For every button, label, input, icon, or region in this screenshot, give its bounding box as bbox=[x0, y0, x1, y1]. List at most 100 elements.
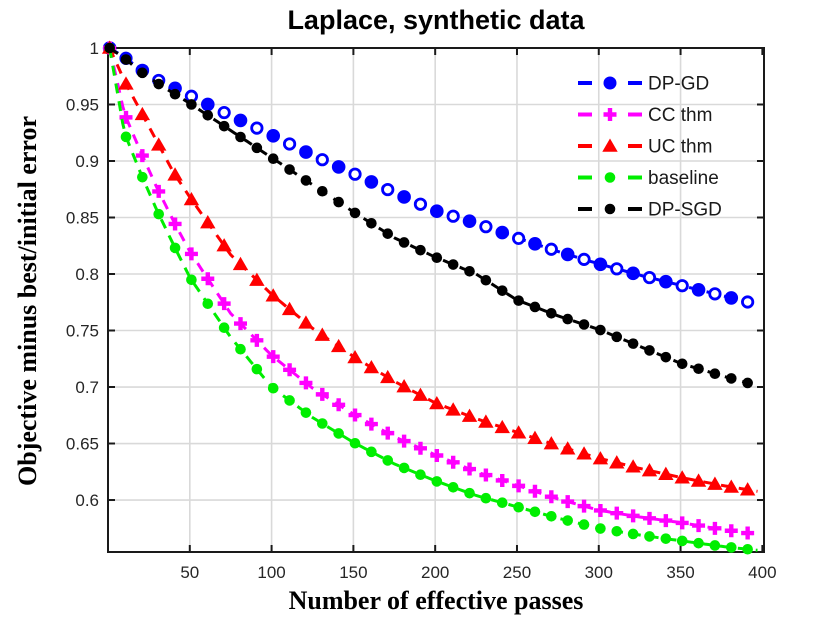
marker-circle bbox=[659, 274, 673, 289]
marker-dot bbox=[627, 528, 639, 540]
marker-circle bbox=[397, 190, 411, 204]
marker-circle-open bbox=[446, 209, 460, 223]
marker-dot bbox=[202, 110, 214, 121]
marker-dot bbox=[431, 252, 443, 264]
marker-circle-open bbox=[642, 270, 657, 285]
marker-dot bbox=[611, 525, 623, 537]
legend-label: CC thm bbox=[648, 105, 712, 126]
marker-triangle bbox=[461, 408, 478, 422]
marker-triangle bbox=[265, 288, 281, 302]
marker-dot bbox=[415, 469, 426, 481]
x-tick-label: 350 bbox=[666, 563, 694, 582]
marker-plus bbox=[741, 526, 755, 540]
marker-triangle bbox=[298, 315, 314, 329]
marker-dot bbox=[604, 203, 616, 215]
marker-dot bbox=[251, 363, 263, 375]
marker-plus bbox=[152, 184, 166, 198]
marker-dot bbox=[595, 523, 606, 534]
marker-plus bbox=[626, 509, 640, 523]
marker-dot bbox=[529, 301, 541, 313]
marker-dot bbox=[251, 142, 263, 154]
marker-triangle bbox=[543, 436, 560, 450]
marker-dot bbox=[366, 446, 377, 458]
marker-circle bbox=[430, 204, 444, 219]
marker-plus bbox=[217, 297, 231, 311]
marker-plus bbox=[332, 398, 346, 412]
marker-dot bbox=[709, 540, 721, 551]
marker-dot bbox=[169, 242, 181, 254]
marker-circle bbox=[691, 282, 706, 297]
marker-triangle bbox=[658, 466, 674, 480]
marker-triangle bbox=[690, 473, 707, 487]
marker-dot bbox=[562, 515, 573, 526]
marker-triangle bbox=[396, 379, 412, 393]
marker-plus bbox=[528, 484, 542, 498]
marker-dot bbox=[398, 462, 410, 474]
marker-plus bbox=[708, 521, 722, 535]
marker-dot bbox=[513, 501, 524, 513]
marker-dot bbox=[604, 172, 616, 183]
marker-circle-open bbox=[282, 137, 297, 151]
marker-circle bbox=[266, 129, 281, 143]
marker-circle bbox=[462, 214, 477, 228]
marker-dot bbox=[660, 533, 672, 544]
y-tick-label: 1 bbox=[90, 39, 99, 58]
marker-plus bbox=[692, 519, 706, 533]
marker-dot bbox=[496, 285, 508, 296]
x-tick-label: 250 bbox=[503, 563, 531, 582]
marker-dot bbox=[725, 373, 737, 384]
marker-plus bbox=[299, 376, 313, 390]
marker-dot bbox=[742, 543, 753, 555]
marker-dot bbox=[693, 537, 704, 549]
x-tick-label: 300 bbox=[585, 563, 613, 582]
marker-dot bbox=[218, 120, 230, 132]
marker-triangle bbox=[363, 359, 380, 374]
marker-dot bbox=[709, 368, 721, 380]
marker-plus bbox=[168, 217, 182, 231]
marker-plus bbox=[119, 110, 133, 124]
marker-plus bbox=[512, 479, 526, 493]
marker-dot bbox=[660, 351, 672, 363]
marker-triangle bbox=[134, 106, 151, 121]
legend-label: UC thm bbox=[648, 137, 712, 158]
marker-circle-open bbox=[708, 287, 722, 301]
marker-circle-open bbox=[315, 153, 329, 167]
marker-plus bbox=[577, 499, 591, 513]
marker-triangle bbox=[183, 191, 200, 206]
marker-dot bbox=[464, 487, 475, 499]
marker-plus bbox=[184, 247, 198, 261]
marker-dot bbox=[235, 343, 246, 355]
marker-triangle bbox=[151, 137, 167, 151]
marker-circle-open bbox=[577, 252, 591, 266]
series-dp-gd bbox=[102, 41, 758, 309]
marker-dot bbox=[349, 437, 361, 449]
marker-triangle bbox=[576, 446, 592, 460]
marker-dot bbox=[349, 207, 361, 219]
marker-plus bbox=[610, 506, 624, 520]
marker-plus bbox=[642, 511, 656, 525]
marker-dot bbox=[595, 324, 606, 336]
marker-circle-open bbox=[413, 197, 428, 211]
marker-plus bbox=[364, 417, 378, 431]
marker-dot bbox=[447, 481, 459, 493]
marker-dot bbox=[218, 322, 230, 334]
marker-dot bbox=[742, 377, 753, 389]
marker-dot bbox=[611, 331, 623, 343]
series-cc-thm bbox=[103, 41, 758, 540]
x-axis-label: Number of effective passes bbox=[288, 586, 584, 615]
marker-plus bbox=[544, 490, 558, 504]
marker-dot bbox=[480, 274, 492, 286]
marker-dot bbox=[284, 395, 295, 406]
marker-dot bbox=[676, 358, 688, 370]
marker-plus bbox=[283, 363, 297, 377]
legend: DP-GD CC thm UC thm baseline DP-SGD bbox=[578, 74, 722, 221]
marker-dot bbox=[317, 418, 328, 429]
marker-plus bbox=[234, 317, 248, 331]
marker-dot bbox=[627, 338, 639, 349]
legend-entry-baseline: baseline bbox=[578, 168, 719, 189]
marker-dot bbox=[300, 407, 312, 418]
marker-dot bbox=[333, 428, 344, 439]
marker-dot bbox=[120, 131, 132, 143]
marker-dot bbox=[153, 208, 165, 220]
y-tick-label: 0.9 bbox=[75, 152, 99, 171]
